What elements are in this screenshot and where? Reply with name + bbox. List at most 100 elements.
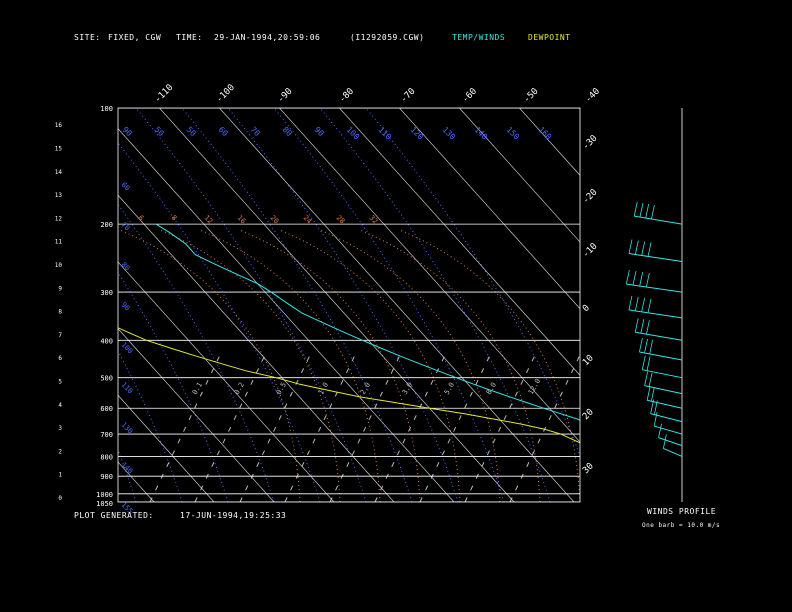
isotherm-line [0,108,34,502]
wind-barb [634,240,639,255]
wind-barb [649,339,654,355]
wind-barb [662,434,667,449]
dry-adiabat-label: 160 [537,125,554,142]
dry-adiabat-label: 80 [281,125,294,138]
wind-barb [647,298,652,313]
height-label: 7 [58,332,62,339]
moist-adiabat [239,229,421,502]
plot-frame [117,107,581,503]
isotherm-label-top: -100 [215,83,237,105]
theta-label-left: 90 [120,301,132,313]
moist-adiabat [279,229,461,502]
wind-barb [646,356,651,371]
isotherm-line [0,108,94,502]
dry-adiabat-label: 110 [377,125,394,142]
pressure-label: 300 [100,289,113,297]
wind-barb [640,319,645,334]
legend-dewpoint: DEWPOINT [528,33,571,42]
dry-adiabat-label: 70 [249,125,262,138]
pressure-label: 1000 [96,491,113,499]
mixing-ratio-line [374,354,446,502]
wind-barb [641,297,646,312]
isotherm-label-top: -90 [276,87,295,106]
moist-adiabat [119,229,301,502]
isotherm-line [579,108,580,110]
height-label: 6 [58,355,62,362]
wind-barb [651,204,655,220]
height-label: 10 [55,262,63,269]
dry-adiabat [135,108,367,502]
isotherm-line [459,108,580,243]
isotherm-label-right: 20 [581,407,596,422]
isotherm-line [159,108,515,502]
wind-barb-staff [634,215,683,225]
wind-barb-staff [663,447,683,457]
mixing-ratio-label: 0.5 [275,381,288,396]
plot-generated-value: 17-JUN-1994,19:25:33 [180,511,287,520]
temperature-line [155,223,580,421]
mixing-ratio-label: 0.2 [233,381,246,396]
wind-barb [625,270,630,285]
pressure-label: 1050 [96,500,113,508]
isotherm-line [219,108,575,502]
dry-adiabat-label: 50 [153,125,166,138]
wind-barb [646,386,651,401]
height-label: 12 [55,215,63,222]
pressure-label: 600 [100,405,113,413]
wind-barb [646,320,650,335]
height-label: 2 [58,448,62,455]
height-label: 4 [58,402,62,409]
dry-adiabat [118,142,321,502]
isotherm-line [118,328,275,502]
wind-barb [647,242,652,257]
moist-adiabat [199,229,381,502]
isotherm-label-top: -50 [522,87,541,106]
moist-adiabat [399,229,580,502]
isotherm-label-right: 30 [581,461,596,476]
dry-adiabat [118,271,229,502]
dry-adiabat-label: 50 [185,125,198,138]
wind-barb [632,270,637,286]
wind-barb [645,272,650,288]
wind-barb [628,239,633,254]
pressure-label: 100 [100,105,113,113]
isotherm-line [519,108,580,176]
wind-barb-staff [653,425,683,435]
isotherm-line [639,108,792,502]
pressure-label: 900 [100,473,113,481]
mixing-ratio-line [149,354,221,502]
legend-temp: TEMP/WINDS [452,33,506,42]
moist-adiabat-label: 24 [302,214,314,226]
isotherm-line [118,394,215,502]
isotherm-line [279,108,580,443]
dry-adiabat [118,350,183,502]
wind-barb [633,202,638,217]
theta-label-left: 130 [120,421,135,436]
wind-barb [639,337,643,353]
height-label: 0 [58,495,62,502]
moist-adiabat-label: 32 [368,214,380,226]
dry-adiabat [181,108,413,502]
isotherm-line [339,108,580,376]
dry-adiabat [0,108,90,502]
wind-barb [634,296,639,311]
wind-barb-staff [639,351,683,361]
site-value: FIXED, CGW [108,33,162,42]
dry-adiabat [273,108,505,502]
winds-profile-title: WINDS PROFILE [647,507,717,516]
wind-barb [644,338,648,354]
pressure-label: 200 [100,221,113,229]
barb-note: One barb = 10.0 m/s [642,522,721,529]
wind-barb [639,271,644,287]
moist-adiabat [319,229,501,502]
dry-adiabat [319,108,551,502]
height-label: 3 [58,425,62,432]
height-label: 5 [58,379,62,386]
wind-barb-staff [628,253,683,263]
theta-label-left: 60 [120,181,132,193]
moist-adiabat [359,229,541,502]
height-label: 1 [58,472,62,479]
theta-label-left: 80 [120,261,132,273]
isotherm-line [699,108,792,502]
wind-barb [650,387,655,402]
